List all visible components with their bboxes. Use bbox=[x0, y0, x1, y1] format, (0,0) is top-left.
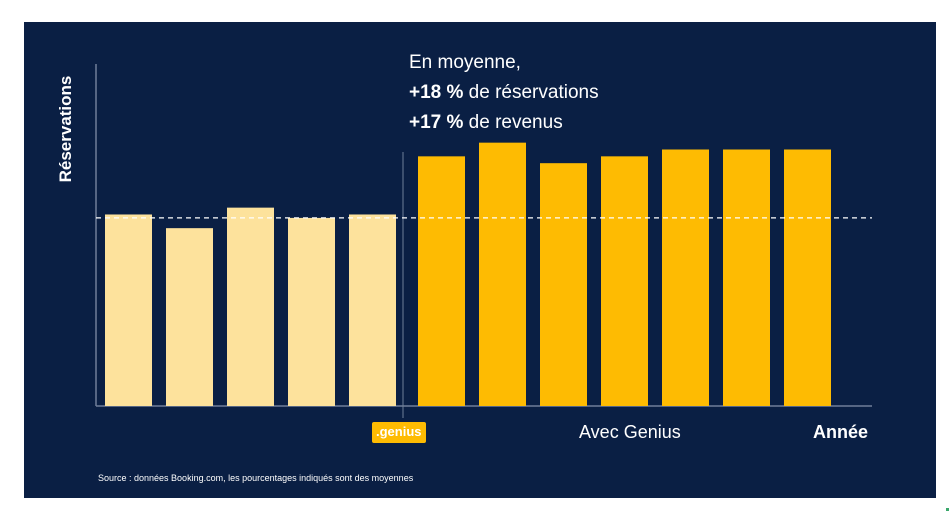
headline-line-2: +18 % de réservations bbox=[409, 78, 599, 108]
genius-badge: .genius bbox=[372, 422, 426, 443]
bars-group bbox=[105, 142, 831, 406]
y-axis-label: Réservations bbox=[56, 76, 75, 183]
bar-with-genius-1 bbox=[418, 156, 465, 406]
bar-before-genius-3 bbox=[227, 207, 274, 406]
bookings-increase: +18 % bbox=[409, 82, 464, 103]
bar-with-genius-7 bbox=[784, 149, 831, 406]
corner-mark bbox=[946, 508, 949, 511]
source-note: Source : données Booking.com, les pource… bbox=[98, 473, 414, 483]
bar-with-genius-6 bbox=[723, 149, 770, 406]
bookings-increase-text: de réservations bbox=[463, 82, 599, 103]
bar-before-genius-1 bbox=[105, 214, 152, 406]
headline: En moyenne, +18 % de réservations +17 % … bbox=[409, 48, 599, 138]
bar-with-genius-4 bbox=[601, 156, 648, 406]
revenue-increase-text: de revenus bbox=[463, 112, 563, 133]
bar-with-genius-2 bbox=[479, 142, 526, 406]
headline-line-1: En moyenne, bbox=[409, 52, 521, 73]
revenue-increase: +17 % bbox=[409, 112, 464, 133]
bar-chart: Réservations bbox=[56, 64, 872, 418]
bar-before-genius-5 bbox=[349, 214, 396, 406]
headline-line-3: +17 % de revenus bbox=[409, 108, 599, 138]
with-genius-label: Avec Genius bbox=[579, 422, 681, 442]
bar-before-genius-4 bbox=[288, 217, 335, 406]
bar-with-genius-3 bbox=[540, 163, 587, 406]
chart-panel: Réservations En moyenne, +18 % de réserv… bbox=[24, 22, 936, 498]
x-axis-label: Année bbox=[812, 422, 868, 442]
bar-with-genius-5 bbox=[662, 149, 709, 406]
bar-before-genius-2 bbox=[166, 228, 213, 406]
